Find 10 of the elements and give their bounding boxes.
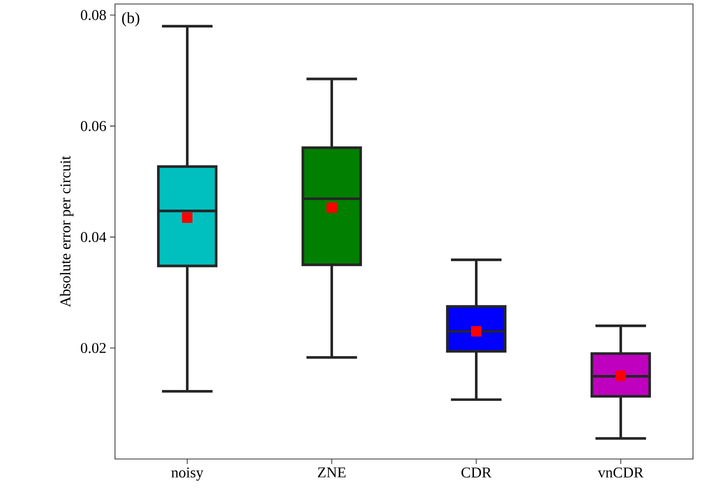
y-tick-label: 0.02 (80, 342, 106, 354)
y-axis-title: Absolute error per circuit (60, 156, 74, 308)
annotation: (b) (122, 12, 140, 27)
y-tick-label: 0.08 (80, 10, 106, 20)
x-tick-label: CDR (461, 468, 492, 478)
x-tick-label: noisy (171, 468, 204, 481)
y-tick-label: 0.04 (80, 232, 106, 242)
x-tick-label: vnCDR (598, 468, 644, 478)
y-tick-label: 0.06 (80, 121, 106, 132)
x-tick-label: ZNE (318, 468, 346, 478)
